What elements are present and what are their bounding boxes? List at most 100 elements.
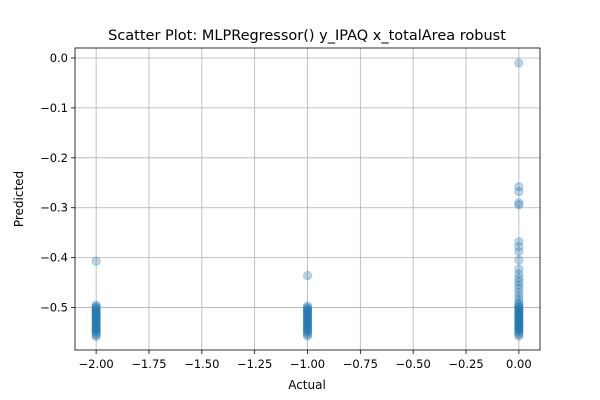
data-point (514, 302, 524, 313)
data-point (91, 311, 101, 321)
y-tick-label: −0.3 (40, 201, 68, 215)
data-point (302, 328, 313, 338)
data-point (514, 329, 524, 340)
data-point (91, 320, 101, 330)
data-point (514, 313, 524, 324)
data-point (91, 323, 101, 333)
data-point (91, 305, 101, 315)
data-point (91, 313, 101, 323)
data-point (514, 328, 524, 338)
data-point (91, 307, 101, 317)
data-point (91, 327, 101, 337)
x-tick-label: −0.50 (396, 357, 431, 371)
data-point (91, 308, 101, 318)
data-point (514, 287, 524, 298)
data-point (514, 255, 524, 265)
data-point (302, 317, 313, 328)
data-point (302, 315, 313, 326)
data-point (514, 242, 524, 252)
data-point (514, 321, 524, 332)
data-point (91, 324, 101, 334)
data-point (91, 315, 101, 325)
data-point (514, 200, 524, 210)
data-point (91, 325, 101, 335)
data-point (302, 319, 313, 330)
grid (75, 48, 540, 350)
data-point (514, 317, 524, 328)
data-point (91, 306, 101, 316)
data-point (302, 329, 313, 340)
x-tick-label: −1.00 (290, 357, 325, 371)
y-axis-label: Predicted (12, 171, 26, 227)
y-tick-label: −0.1 (40, 101, 68, 115)
data-point (91, 314, 101, 324)
x-tick-label: −2.00 (79, 357, 114, 371)
data-point (514, 291, 524, 301)
data-point (302, 313, 313, 324)
data-point (91, 318, 101, 328)
data-point (514, 323, 524, 334)
y-tick-label: −0.4 (40, 251, 68, 265)
y-tick-label: 0.0 (50, 51, 68, 65)
data-point (302, 322, 313, 333)
data-point (302, 311, 313, 322)
data-point (302, 305, 313, 316)
data-point (514, 307, 524, 318)
data-point (91, 331, 101, 342)
data-point (514, 325, 524, 336)
data-point (514, 315, 524, 326)
data-point (302, 316, 313, 327)
x-axis-label: Actual (288, 378, 326, 392)
data-point (514, 58, 524, 68)
data-point (514, 320, 524, 331)
data-point (514, 187, 524, 197)
data-point (91, 309, 101, 319)
data-point (514, 319, 524, 330)
data-point (302, 318, 313, 329)
x-tick-label: −0.75 (343, 357, 378, 371)
x-tick-label: 0.00 (506, 357, 532, 371)
data-point (302, 308, 313, 319)
data-point (91, 303, 101, 314)
data-point (302, 320, 313, 331)
data-point (91, 312, 101, 322)
data-point (302, 310, 313, 321)
data-point (514, 182, 524, 192)
data-point (302, 331, 313, 341)
x-tick-label: −1.50 (184, 357, 219, 371)
data-point (514, 312, 524, 323)
data-point (91, 301, 101, 312)
data-point (514, 198, 524, 208)
data-point (514, 284, 524, 294)
data-point (91, 302, 101, 313)
data-point (514, 310, 524, 321)
data-point (514, 299, 524, 310)
data-point (514, 303, 524, 314)
data-point (514, 247, 524, 257)
data-point (302, 307, 313, 318)
x-tick-label: −1.75 (131, 357, 166, 371)
y-axis-ticks: 0.0 −0.1 −0.2 −0.3 −0.4 −0.5 (40, 51, 75, 315)
data-point (514, 269, 524, 279)
chart-title: Scatter Plot: MLPRegressor() y_IPAQ x_to… (108, 28, 506, 44)
data-points (91, 58, 524, 342)
data-point (514, 273, 524, 283)
data-point (302, 314, 313, 325)
data-point (514, 277, 524, 287)
data-point (514, 331, 524, 341)
data-point (91, 317, 101, 327)
data-point (302, 271, 313, 281)
data-point (302, 304, 313, 315)
data-point (514, 237, 524, 247)
data-point (91, 326, 101, 336)
data-point (514, 306, 524, 317)
data-point (302, 326, 313, 337)
data-point (514, 309, 524, 320)
y-tick-label: −0.2 (40, 151, 68, 165)
data-point (91, 328, 101, 339)
data-point (514, 294, 524, 305)
data-point (514, 316, 524, 327)
data-point (514, 280, 524, 290)
